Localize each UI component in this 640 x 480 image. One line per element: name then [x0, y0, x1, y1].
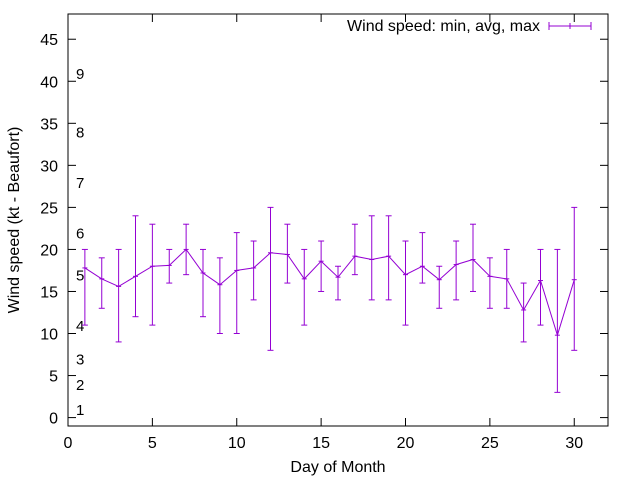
error-bar [250, 240, 257, 301]
error-bar [132, 215, 139, 318]
error-bar [301, 248, 308, 326]
error-bars [81, 206, 578, 393]
error-bar [402, 240, 409, 326]
error-bar [385, 215, 392, 301]
error-bar [537, 248, 544, 326]
error-bar [149, 223, 156, 326]
y-tick-label: 25 [40, 200, 58, 217]
error-bar [233, 232, 240, 335]
x-tick-label: 25 [481, 435, 499, 452]
error-bar [571, 206, 578, 351]
legend-label: Wind speed: min, avg, max [347, 18, 540, 35]
beaufort-label: 7 [76, 175, 84, 192]
x-tick-label: 30 [565, 435, 583, 452]
x-tick-label: 20 [397, 435, 415, 452]
x-tick-label: 0 [64, 435, 73, 452]
error-bar [216, 257, 223, 335]
error-bar [115, 248, 122, 343]
y-tick-label: 0 [49, 411, 58, 428]
error-bar [368, 215, 375, 301]
y-tick-label: 15 [40, 284, 58, 301]
beaufort-label: 8 [76, 125, 84, 142]
series-line [84, 248, 575, 337]
x-tick-label: 15 [312, 435, 330, 452]
error-bar [267, 206, 274, 351]
x-axis-label: Day of Month [290, 459, 385, 476]
y-tick-label: 30 [40, 158, 58, 175]
y-tick-label: 20 [40, 242, 58, 259]
beaufort-label: 2 [76, 377, 84, 394]
error-bar [318, 240, 325, 292]
error-bar [200, 248, 206, 318]
error-bar [98, 257, 105, 309]
y-tick-label: 45 [40, 32, 58, 49]
error-bar [351, 223, 358, 276]
error-bar [284, 223, 291, 284]
y-axis-label: Wind speed (kt - Beaufort) [6, 127, 23, 314]
beaufort-labels: 1 2 3 4 5 6 7 8 9 [76, 66, 84, 419]
beaufort-label: 1 [76, 402, 84, 419]
y-tick-label: 35 [40, 116, 58, 133]
error-bar [335, 265, 341, 301]
y-tick-label: 5 [49, 369, 58, 386]
legend: Wind speed: min, avg, max [347, 18, 592, 35]
x-tick-label: 10 [228, 435, 246, 452]
error-bar [470, 223, 476, 292]
error-bar [436, 265, 443, 309]
error-bar [419, 232, 426, 284]
x-tick-label: 5 [148, 435, 157, 452]
beaufort-label: 5 [76, 268, 84, 285]
beaufort-label: 4 [76, 318, 84, 335]
series-line-layer [82, 248, 577, 337]
error-bar [166, 248, 173, 284]
beaufort-label: 6 [76, 226, 84, 243]
error-bar [520, 282, 527, 343]
y-tick-label: 10 [40, 327, 58, 344]
error-bar [486, 257, 493, 309]
error-bar [453, 240, 460, 301]
plot-frame [67, 13, 609, 427]
error-bar [81, 248, 88, 326]
error-bar [554, 248, 561, 393]
beaufort-label: 9 [76, 66, 84, 83]
y-tick-label: 40 [40, 74, 58, 91]
beaufort-label: 3 [76, 352, 84, 369]
